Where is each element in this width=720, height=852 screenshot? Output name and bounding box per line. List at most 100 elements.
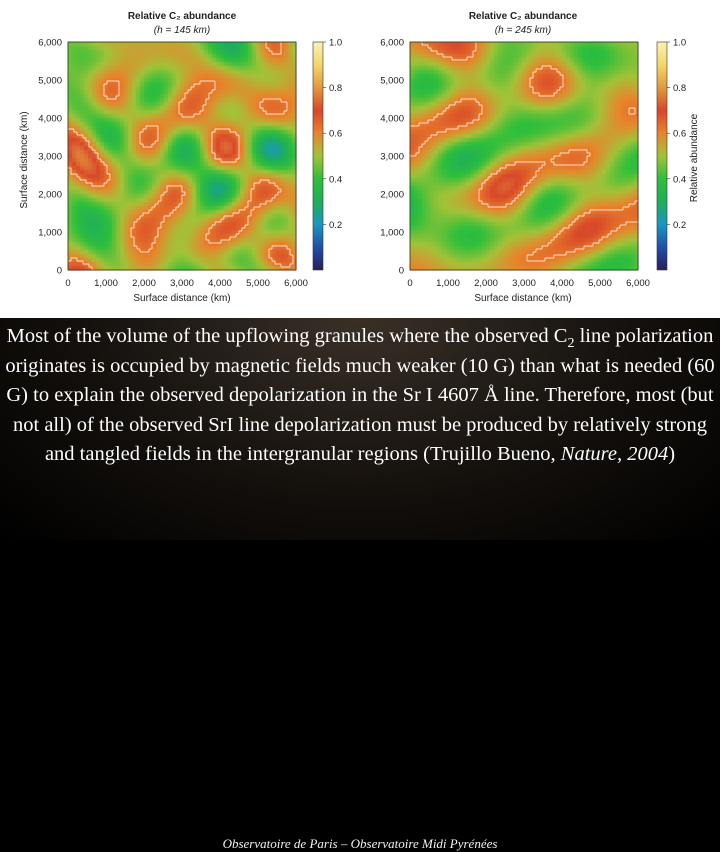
heatmap-cell (120, 238, 124, 242)
heatmap-cell (220, 230, 224, 234)
heatmap-cell (288, 226, 292, 230)
heatmap-cell (236, 42, 240, 46)
heatmap-cell (586, 42, 590, 46)
heatmap-cell (188, 186, 192, 190)
heatmap-cell (602, 90, 606, 94)
heatmap-cell (482, 82, 486, 86)
heatmap-cell (426, 86, 430, 90)
heatmap-cell (514, 42, 518, 46)
heatmap-cell (410, 114, 414, 118)
heatmap-cell (108, 258, 112, 262)
heatmap-cell (260, 234, 264, 238)
heatmap-cell (288, 138, 292, 142)
heatmap-cell (164, 210, 168, 214)
heatmap-cell (490, 122, 494, 126)
heatmap-cell (438, 114, 442, 118)
heatmap-cell (104, 114, 108, 118)
heatmap-cell (160, 122, 164, 126)
heatmap-cell (232, 218, 236, 222)
heatmap-cell (88, 202, 92, 206)
heatmap-cell (120, 90, 124, 94)
heatmap-cell (124, 230, 128, 234)
heatmap-cell (100, 114, 104, 118)
heatmap-cell (454, 130, 458, 134)
heatmap-cell (252, 242, 256, 246)
heatmap-cell (232, 102, 236, 106)
heatmap-cell (288, 178, 292, 182)
heatmap-cell (224, 50, 228, 54)
heatmap-cell (164, 202, 168, 206)
heatmap-cell (542, 118, 546, 122)
heatmap-cell (280, 82, 284, 86)
heatmap-cell (530, 102, 534, 106)
heatmap-cell (498, 126, 502, 130)
heatmap-cell (232, 250, 236, 254)
heatmap-cell (252, 154, 256, 158)
heatmap-cell (422, 134, 426, 138)
heatmap-cell (626, 130, 630, 134)
heatmap-cell (530, 42, 534, 46)
heatmap-cell (598, 74, 602, 78)
heatmap-cell (224, 90, 228, 94)
heatmap-cell (96, 74, 100, 78)
heatmap-cell (474, 62, 478, 66)
heatmap-cell (248, 106, 252, 110)
heatmap-cell (280, 70, 284, 74)
heatmap-cell (96, 42, 100, 46)
heatmap-cell (228, 182, 232, 186)
heatmap-cell (410, 150, 414, 154)
heatmap-cell (582, 50, 586, 54)
heatmap-cell (280, 106, 284, 110)
heatmap-cell (104, 154, 108, 158)
heatmap-cell (164, 178, 168, 182)
heatmap-cell (510, 146, 514, 150)
heatmap-cell (530, 134, 534, 138)
heatmap-cell (104, 54, 108, 58)
heatmap-cell (502, 98, 506, 102)
heatmap-cell (104, 138, 108, 142)
heatmap-cell (594, 138, 598, 142)
heatmap-cell (434, 94, 438, 98)
heatmap-cell (558, 50, 562, 54)
heatmap-cell (124, 66, 128, 70)
heatmap-cell (164, 58, 168, 62)
heatmap-cell (156, 218, 160, 222)
heatmap-cell (482, 54, 486, 58)
heatmap-cell (260, 82, 264, 86)
heatmap-cell (196, 194, 200, 198)
heatmap-cell (200, 242, 204, 246)
heatmap-cell (276, 166, 280, 170)
heatmap-cell (486, 110, 490, 114)
heatmap-cell (92, 238, 96, 242)
heatmap-cell (284, 114, 288, 118)
heatmap-cell (140, 58, 144, 62)
heatmap-cell (534, 46, 538, 50)
heatmap-cell (244, 90, 248, 94)
heatmap-cell (196, 134, 200, 138)
heatmap-cell (438, 90, 442, 94)
heatmap-cell (450, 42, 454, 46)
heatmap-cell (136, 126, 140, 130)
heatmap-cell (92, 142, 96, 146)
heatmap-cell (88, 90, 92, 94)
heatmap-cell (606, 46, 610, 50)
heatmap-cell (630, 42, 634, 46)
heatmap-cell (112, 142, 116, 146)
heatmap-cell (280, 86, 284, 90)
heatmap-cell (68, 126, 72, 130)
heatmap-cell (204, 74, 208, 78)
heatmap-cell (224, 186, 228, 190)
heatmap-cell (88, 186, 92, 190)
heatmap-cell (630, 126, 634, 130)
heatmap-cell (482, 46, 486, 50)
heatmap-cell (200, 74, 204, 78)
heatmap-cell (148, 54, 152, 58)
heatmap-cell (204, 90, 208, 94)
heatmap-cell (502, 102, 506, 106)
heatmap-cell (526, 138, 530, 142)
heatmap-cell (530, 82, 534, 86)
heatmap-cell (132, 162, 136, 166)
heatmap-cell (474, 74, 478, 78)
heatmap-cell (184, 242, 188, 246)
heatmap-cell (514, 74, 518, 78)
